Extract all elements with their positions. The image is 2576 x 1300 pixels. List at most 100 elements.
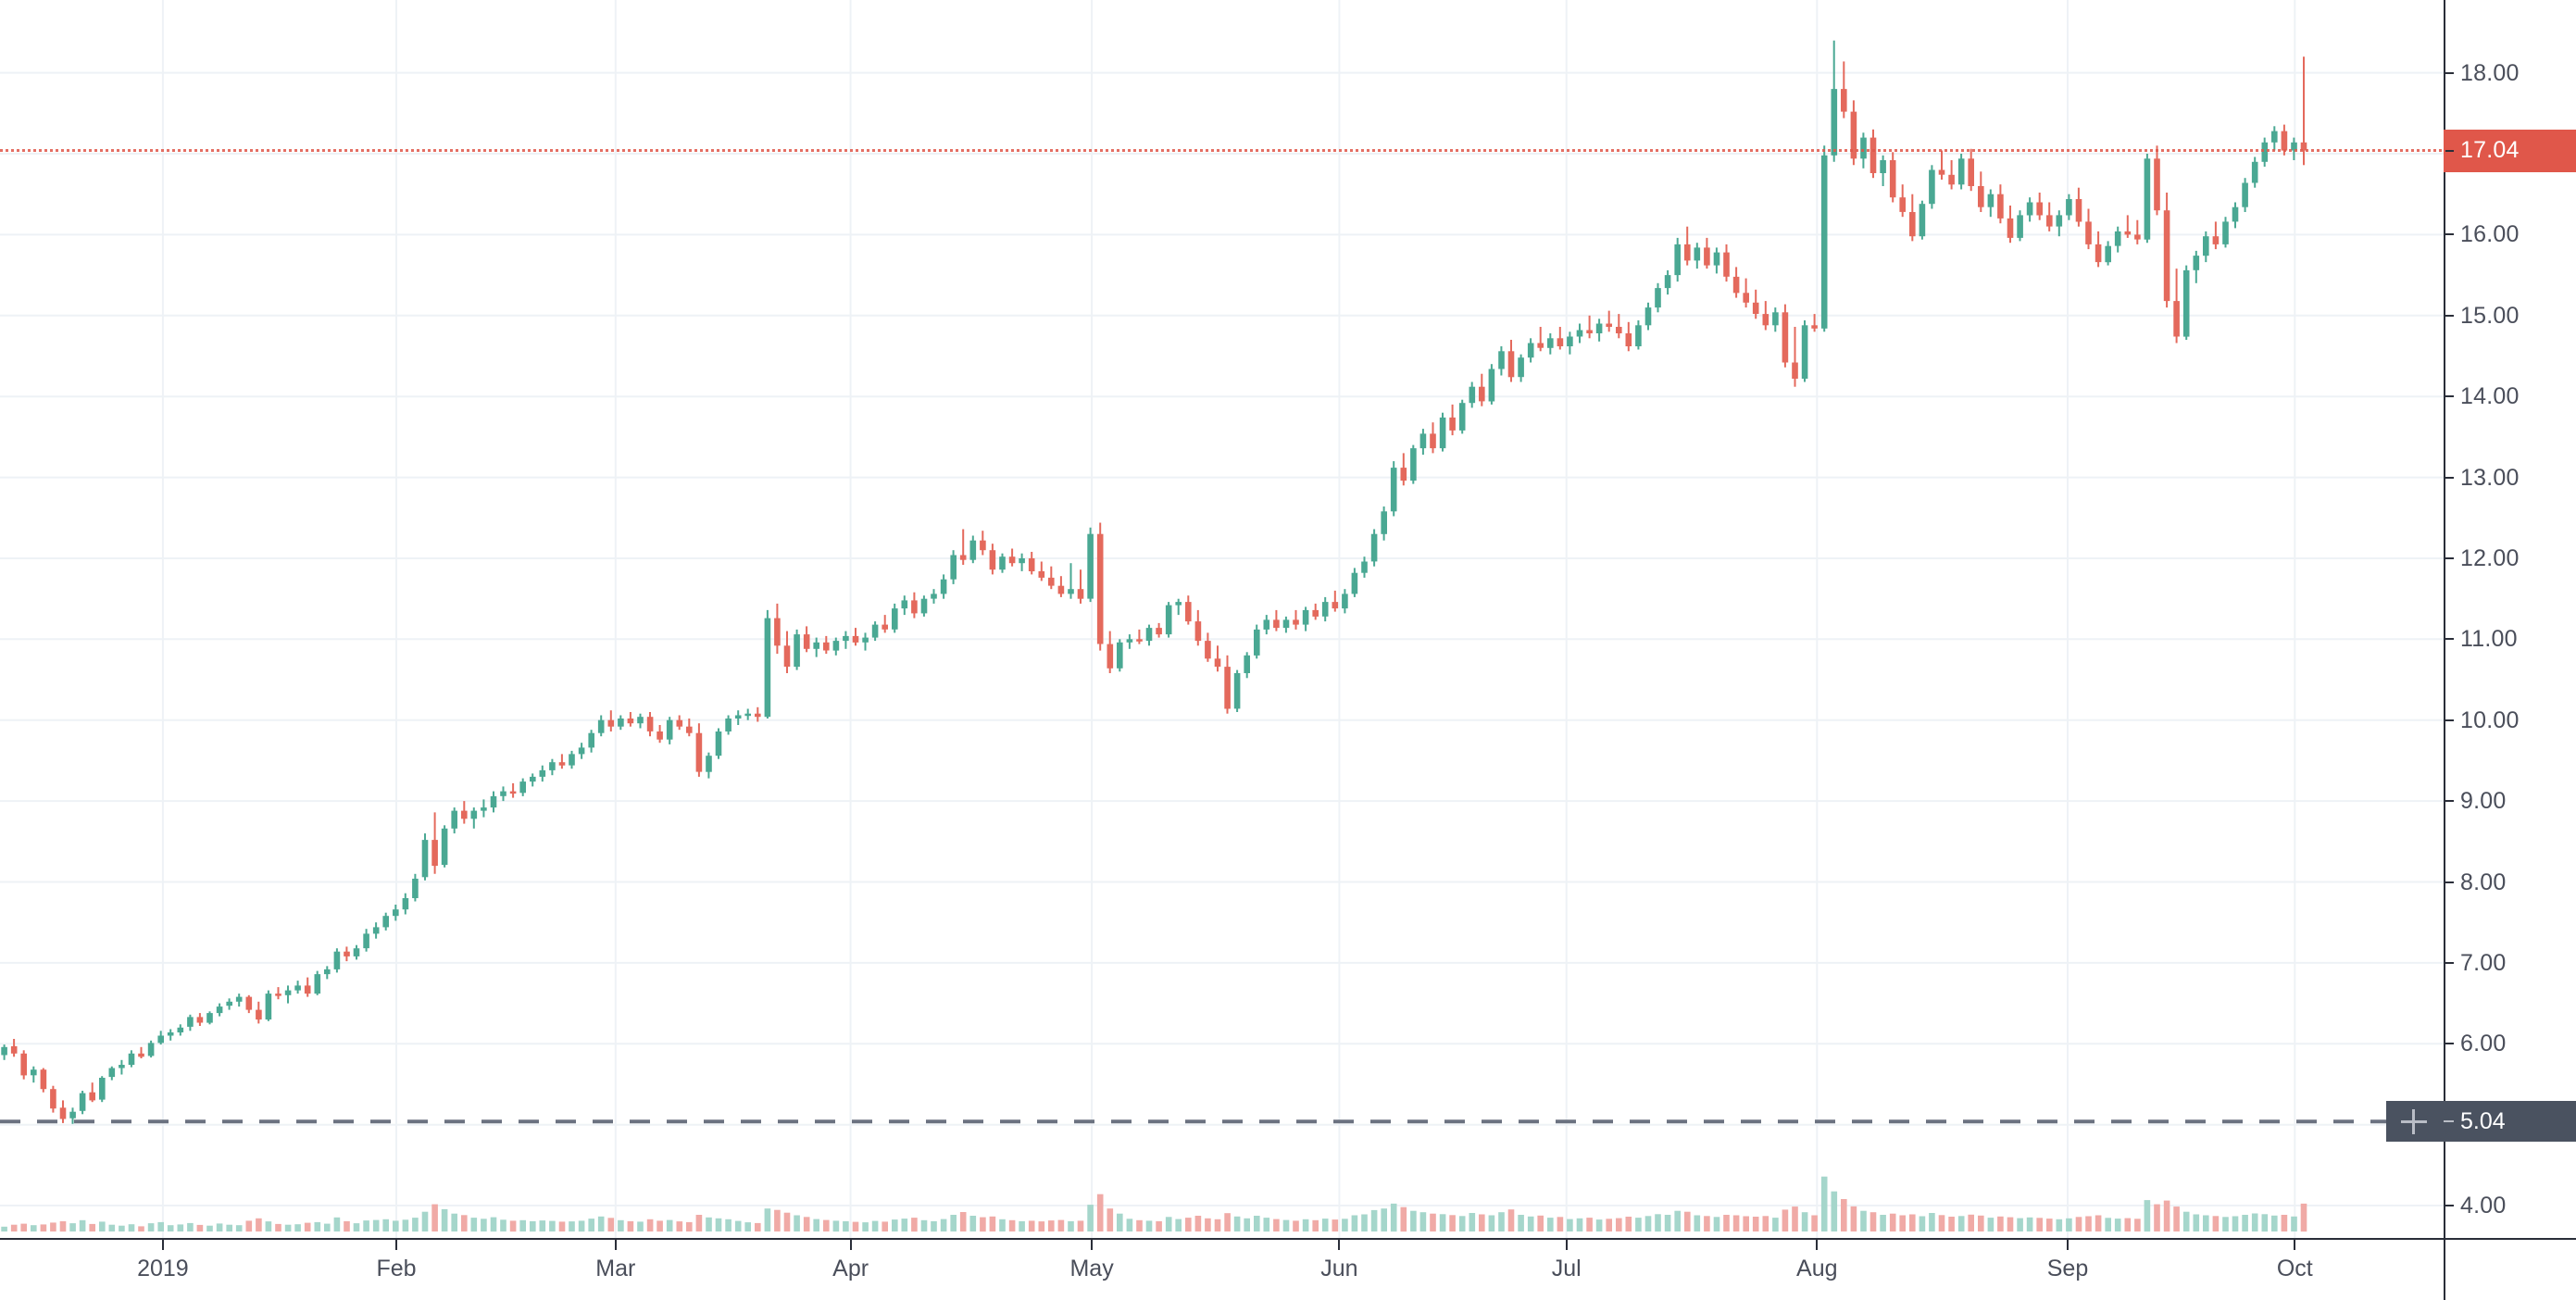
candle-body (1997, 194, 2004, 219)
volume-value-badge[interactable]: 5.04 (2386, 1101, 2576, 1143)
candle-body (1929, 169, 1935, 205)
candle-body (441, 828, 448, 866)
volume-bar (128, 1224, 135, 1232)
volume-bar (1507, 1209, 1515, 1231)
volume-bar (1458, 1216, 1466, 1231)
volume-bar (1732, 1215, 1740, 1231)
candle-body (157, 1035, 164, 1044)
volume-bar (1381, 1208, 1387, 1231)
volume-bar (50, 1222, 56, 1231)
volume-bar (1899, 1215, 1906, 1231)
candle-body (607, 719, 615, 727)
candle-body (862, 637, 869, 643)
candle-body (1801, 325, 1808, 379)
volume-bar (578, 1220, 585, 1232)
volume-bar (1752, 1217, 1759, 1231)
candle-body (1400, 468, 1407, 481)
volume-bar (157, 1221, 164, 1231)
candle-body (294, 985, 301, 991)
volume-bar (980, 1217, 986, 1232)
volume-bar (79, 1219, 86, 1231)
candle-body (911, 600, 918, 614)
volume-bar (256, 1218, 262, 1231)
time-axis[interactable]: 2019 Feb Mar Apr May Jun Jul Aug Sep Oct (0, 1238, 2576, 1300)
candle-body (1595, 323, 1603, 333)
volume-bar (1644, 1216, 1652, 1231)
volume-bar (519, 1219, 526, 1231)
candle-body (1254, 629, 1260, 656)
plus-icon[interactable] (2386, 1101, 2442, 1142)
candle-body (196, 1017, 204, 1023)
candle-body (2281, 131, 2288, 151)
candle-body (490, 795, 497, 808)
candle-body (421, 840, 429, 878)
candle-body (256, 1009, 262, 1020)
candle-body (1860, 137, 1867, 159)
candle-body (333, 951, 341, 969)
price-tick-label: 11.00 (2460, 626, 2518, 653)
volume-bar (1713, 1217, 1720, 1231)
volume-bar (1860, 1210, 1867, 1231)
candle-body (1048, 577, 1055, 586)
candle-body (1156, 628, 1162, 635)
volume-bar (1361, 1214, 1368, 1231)
candle-body (1361, 561, 1368, 573)
candle-body (284, 990, 292, 995)
price-tick-label: 12.00 (2460, 545, 2520, 571)
candle-body (1019, 558, 1025, 564)
volume-bar (2066, 1218, 2072, 1231)
candle-body (304, 985, 311, 994)
candle-body (89, 1092, 95, 1101)
volume-bar (1087, 1205, 1094, 1231)
candle-body (1165, 605, 1172, 635)
time-tick-dash (1565, 1240, 1568, 1250)
candle-body (1831, 89, 1838, 156)
volume-bar (99, 1221, 106, 1231)
volume-bar (490, 1217, 497, 1232)
volume-bar (59, 1220, 67, 1232)
volume-bar (1400, 1206, 1407, 1232)
candle-body (1430, 433, 1436, 449)
volume-bar (2134, 1219, 2141, 1231)
volume-bar (2105, 1218, 2111, 1231)
volume-bar (2163, 1200, 2170, 1232)
candle-body (755, 713, 761, 718)
price-tick-dash (2445, 638, 2454, 641)
candle-body (1616, 327, 1622, 333)
volume-bar (1997, 1216, 2004, 1231)
candle-body (1586, 330, 1593, 333)
candle-body (1694, 247, 1701, 261)
candle-body (578, 747, 585, 755)
candle-body (235, 996, 243, 1002)
volume-bar (1978, 1215, 1984, 1231)
volume-bar (245, 1220, 253, 1232)
chart-plot-area[interactable] (0, 0, 2444, 1238)
candle-body (657, 731, 663, 740)
volume-bar (1595, 1219, 1603, 1231)
candle-body (637, 717, 644, 724)
candle-body (950, 555, 957, 580)
candle-body (2222, 221, 2229, 244)
time-tick-label: Apr (832, 1256, 869, 1281)
volume-bar (969, 1216, 977, 1231)
price-tick-dash (2445, 314, 2454, 317)
volume-bar (530, 1220, 536, 1232)
volume-bar (304, 1222, 311, 1231)
time-tick-label: Mar (595, 1256, 636, 1281)
volume-bar (1126, 1219, 1133, 1231)
candle-body (1557, 338, 1564, 346)
price-tick-dash (2445, 1205, 2454, 1206)
time-tick-dash (1816, 1240, 1819, 1250)
price-axis[interactable]: 18.00 16.00 15.00 14.00 13.00 12.00 11.00 10.00… (2386, 0, 2576, 1238)
candle-body (1038, 570, 1045, 578)
candle-body (1469, 386, 1476, 404)
price-tick-dash (2445, 1043, 2454, 1045)
volume-bar (1057, 1219, 1065, 1231)
candle-body (725, 719, 732, 731)
candle-body (569, 754, 575, 766)
candle-body (275, 994, 281, 996)
candle-body (803, 634, 810, 649)
volume-bar (441, 1208, 448, 1231)
volume-bar (1586, 1218, 1593, 1232)
candle-body (50, 1089, 56, 1109)
